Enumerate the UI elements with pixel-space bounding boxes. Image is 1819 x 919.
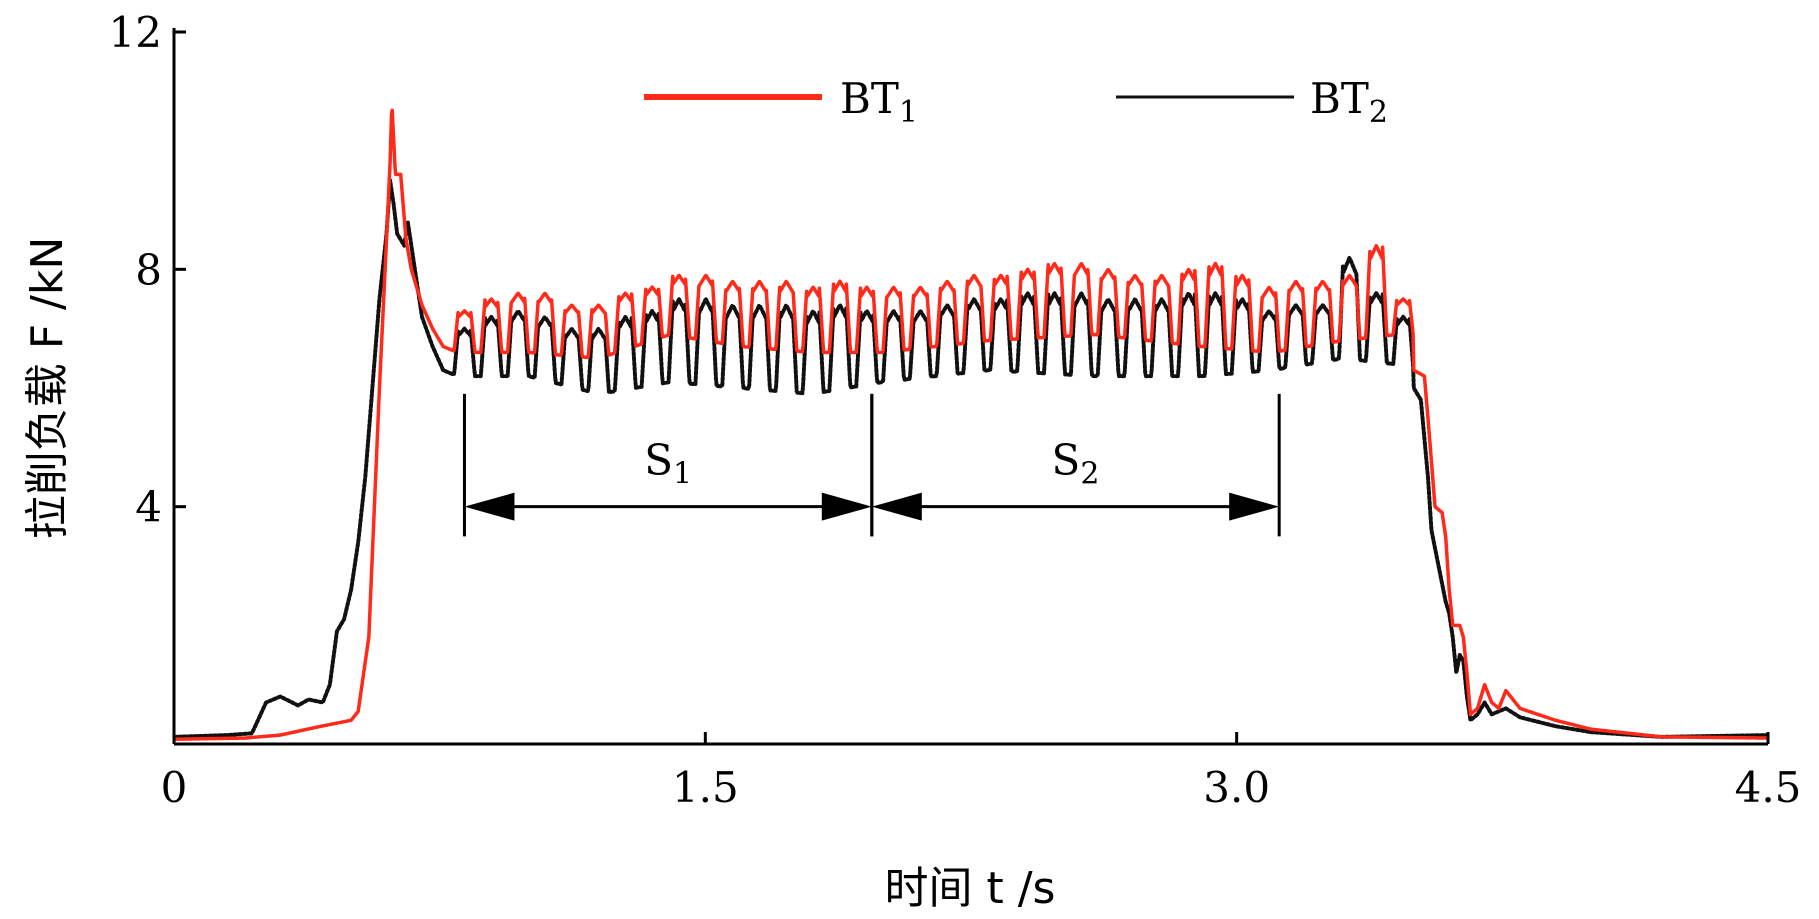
legend-label: BT2 xyxy=(1310,74,1388,130)
segment-s2: S2 xyxy=(870,393,1281,537)
x-tick-label: 3.0 xyxy=(1203,763,1270,812)
y-tick-label: 4 xyxy=(135,483,162,532)
segment-label: S1 xyxy=(644,436,692,492)
x-tick-label: 4.5 xyxy=(1735,763,1802,812)
segment-s1: S1 xyxy=(462,393,874,537)
y-tick-label: 8 xyxy=(135,245,162,294)
legend: BT1 BT2 xyxy=(644,74,1388,130)
arrowhead-left xyxy=(464,492,515,521)
legend-item-bt2: BT2 xyxy=(1116,74,1388,130)
x-tick-label: 0 xyxy=(161,763,188,812)
series-line-bt2 xyxy=(174,178,1768,739)
arrowhead-right xyxy=(1229,492,1280,521)
series-line-bt1 xyxy=(174,108,1768,741)
x-axis-title: 时间 t /s xyxy=(885,863,1056,914)
arrowhead-right xyxy=(821,492,872,521)
x-tick-label: 1.5 xyxy=(672,763,739,812)
series-layer xyxy=(174,108,1768,741)
segment-label: S2 xyxy=(1052,436,1100,492)
annotation-layer: S1 S2 xyxy=(462,393,1281,537)
axes-layer: 0 1.5 3.0 4.5 4 8 12 xyxy=(109,8,1802,812)
legend-label: BT1 xyxy=(840,74,918,130)
arrowhead-left xyxy=(871,492,922,521)
y-axis-title: 拉削负载 F /kN xyxy=(22,237,73,540)
legend-item-bt1: BT1 xyxy=(644,74,918,130)
y-tick-label: 12 xyxy=(109,8,162,57)
